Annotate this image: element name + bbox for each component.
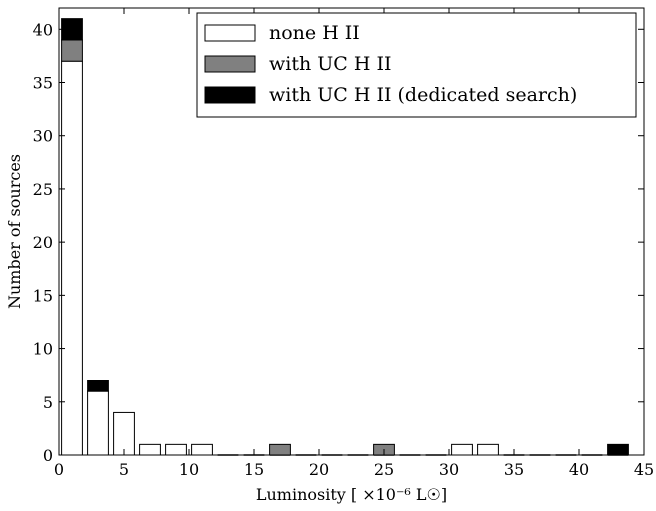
y-tick-label: 25	[33, 180, 53, 199]
x-tick-label: 0	[54, 460, 64, 479]
y-tick-label: 10	[33, 340, 53, 359]
y-axis-label: Number of sources	[5, 154, 24, 309]
bar-none-hii	[451, 443, 473, 456]
legend-swatch	[204, 55, 256, 73]
x-tick-label: 15	[244, 460, 264, 479]
y-tick-label: 40	[33, 20, 53, 39]
y-tick-label: 5	[43, 393, 53, 412]
legend-entry-label: with UC H II (dedicated search)	[269, 84, 577, 106]
y-tick-label: 15	[33, 286, 53, 305]
bar-none-hii	[165, 443, 187, 456]
x-tick-label: 20	[309, 460, 329, 479]
y-tick-label: 30	[33, 127, 53, 146]
bar-none-hii	[87, 390, 109, 456]
bar-none-hii	[191, 443, 213, 456]
y-tick-label: 35	[33, 74, 53, 93]
y-tick-label: 20	[33, 233, 53, 252]
x-tick-label: 40	[569, 460, 589, 479]
x-tick-label: 35	[504, 460, 524, 479]
bar-none-hii	[139, 443, 161, 456]
plot-frame	[58, 7, 645, 456]
x-tick-label: 10	[179, 460, 199, 479]
bar-uc-hii-dedicated	[87, 380, 109, 392]
bar-none-hii	[61, 60, 83, 456]
legend-box	[196, 12, 637, 118]
x-tick-label: 30	[439, 460, 459, 479]
bar-none-hii	[477, 443, 499, 456]
ticks-layer: 0 5 10 15 20 25 30 35 40 45 0 5 10 15 20 25 30 35 40	[33, 8, 654, 479]
x-tick-label: 5	[119, 460, 129, 479]
legend-entry-label: none H II	[269, 22, 360, 44]
legend-entry-label: with UC H II	[269, 53, 391, 75]
bar-uc-hii	[269, 443, 291, 456]
x-tick-label: 25	[374, 460, 394, 479]
legend-swatch	[204, 86, 256, 104]
legend-swatch	[204, 24, 256, 42]
x-axis-label: Luminosity [ ×10⁻⁶ L☉]	[256, 485, 447, 504]
bar-uc-hii	[61, 39, 83, 62]
legend: none H II with UC H II with UC H II (dedic…	[196, 12, 637, 118]
x-tick-label: 45	[634, 460, 654, 479]
y-tick-label: 0	[43, 446, 53, 465]
bar-none-hii	[113, 411, 135, 456]
bar-uc-hii-dedicated	[607, 443, 629, 456]
